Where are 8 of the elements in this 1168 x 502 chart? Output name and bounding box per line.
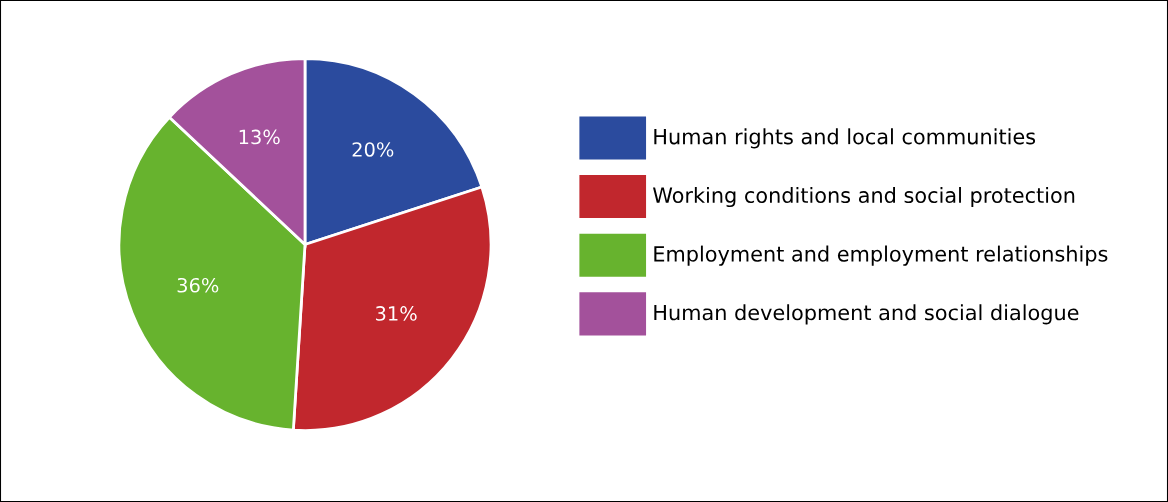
data-label: 31% (375, 306, 417, 321)
data-label: 13% (239, 129, 280, 145)
data-label: 20% (352, 142, 394, 157)
legend-label: Working conditions and social protection (653, 186, 1075, 208)
legend-label: Human development and social dialogue (654, 304, 1079, 325)
legend-label: Employment and employment relationships (654, 245, 1108, 266)
data-label: 36% (177, 277, 219, 293)
legend-label: Human rights and local communities (654, 128, 1036, 149)
